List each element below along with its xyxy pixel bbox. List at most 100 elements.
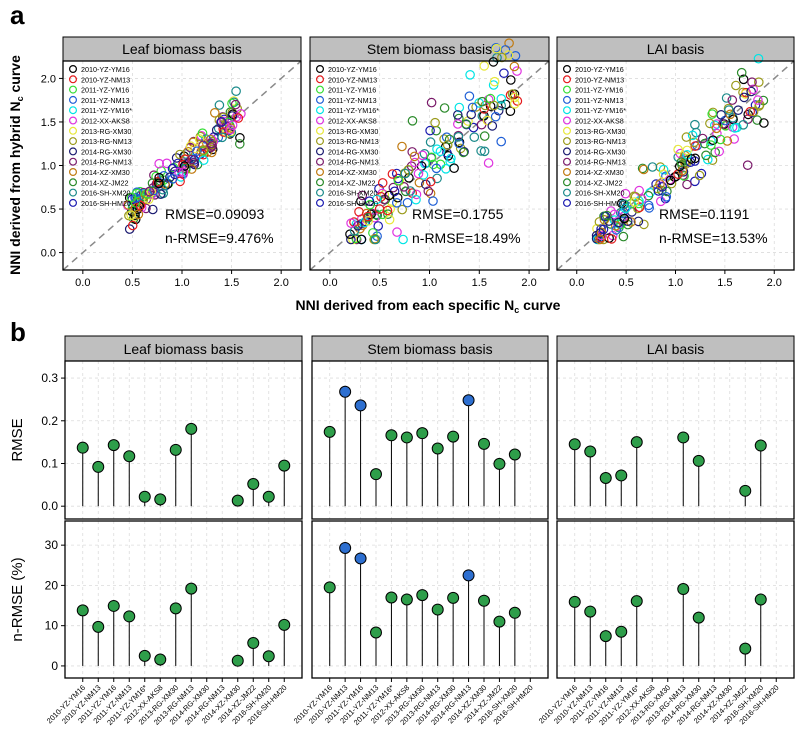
plot-frame	[311, 520, 549, 679]
lollipop-marker	[630, 436, 643, 449]
scatter-point	[483, 158, 494, 168]
scatter-point	[354, 207, 364, 217]
scatter-point	[398, 234, 408, 245]
scatter-point	[461, 119, 471, 129]
scatter-point	[620, 203, 631, 214]
scatter-point	[748, 106, 759, 117]
legend-label: 2011-YZ-NM13	[575, 96, 624, 105]
plot-frame	[64, 520, 303, 679]
lollipop-marker	[339, 541, 352, 554]
lollipop-marker	[615, 469, 628, 482]
scatter-point	[509, 61, 520, 72]
y-tick-label: 1.0	[41, 161, 56, 173]
legend-label: 2014-RG-NM13	[81, 158, 132, 167]
scatter-point	[407, 116, 418, 126]
legend-marker	[562, 188, 571, 197]
x-tick-label: 1.5	[224, 277, 239, 289]
scatter-point	[629, 197, 640, 207]
legend-label: 2013-RG-XM30	[81, 127, 131, 136]
strip-header	[62, 36, 302, 62]
scatter-point	[490, 111, 501, 122]
legend-label: 2012-XX-AKS8	[81, 117, 130, 126]
legend-label: 2011-YZ-YM16*	[328, 106, 379, 115]
scatter-point	[697, 133, 708, 144]
scatter-point	[710, 147, 720, 158]
y-tick-label: 0.1	[41, 456, 58, 470]
legend-marker	[562, 147, 571, 156]
nrmse-stat: n-RMSE=18.49%	[412, 230, 521, 246]
x-axis-label-subscript: c	[514, 305, 519, 315]
legend-marker	[562, 137, 571, 146]
scatter-point	[371, 194, 382, 205]
scatter-point	[487, 121, 498, 131]
scatter-point	[595, 234, 605, 245]
scatter-point	[738, 120, 749, 130]
scatter-point	[126, 192, 137, 203]
legend-label: 2011-YZ-YM16*	[575, 106, 626, 115]
scatter-point	[619, 199, 629, 209]
x-tick-label: 1.5	[472, 277, 487, 289]
scatter-point	[186, 154, 197, 165]
lollipop-marker	[431, 603, 444, 616]
scatter-point	[639, 219, 649, 230]
y-tick-label: 0.2	[41, 414, 58, 428]
lollipop-marker	[138, 490, 151, 503]
scatter-point	[476, 119, 487, 130]
legend-marker	[562, 116, 571, 125]
scatter-point	[618, 231, 629, 242]
scatter-point	[676, 157, 687, 167]
legend-marker	[562, 64, 571, 73]
scatter-panel-2: Stem biomass basis 2010-YZ-YM162010-YZ-NM…	[309, 36, 550, 289]
scatter-point	[417, 150, 428, 161]
scatter-point	[126, 210, 136, 220]
lollipop-strip-1: Leaf biomass basis	[64, 335, 303, 362]
y-axis-label: RMSE	[9, 418, 26, 461]
scatter-point	[655, 179, 665, 189]
lollipop-marker	[400, 593, 413, 606]
legend-marker	[316, 75, 325, 84]
lollipop-marker	[739, 484, 752, 497]
scatter-point	[426, 97, 437, 108]
lollipop-marker	[754, 593, 767, 606]
legend-marker	[562, 168, 571, 177]
lollipop-marker	[599, 472, 612, 485]
scatter-point	[453, 132, 464, 142]
scatter-point	[696, 168, 707, 179]
scatter-point	[130, 203, 141, 213]
scatter-point	[181, 149, 191, 159]
scatter-point	[637, 163, 648, 174]
scatter-point	[402, 197, 413, 208]
scatter-point	[658, 164, 669, 175]
scatter-point	[227, 120, 238, 130]
legend-label: 2013-RG-NM13	[328, 137, 379, 146]
legend-marker	[316, 106, 325, 115]
legend-label: 2011-YZ-YM16	[575, 86, 623, 95]
y-tick-label: 30	[45, 538, 59, 552]
scatter-point	[392, 227, 402, 237]
legend-label: 2010-YZ-NM13	[575, 75, 624, 84]
x-tick-label: 1.0	[422, 277, 437, 289]
y-tick-label: 0	[51, 659, 58, 673]
scatter-point	[731, 80, 741, 91]
lollipop-marker	[677, 431, 690, 444]
lollipop-marker	[76, 441, 89, 454]
scatter-point	[229, 97, 239, 108]
scatter-point	[479, 61, 489, 71]
scatter-point	[363, 216, 374, 226]
legend-label: 2012-XX-AKS8	[575, 117, 624, 126]
scatter-point	[673, 144, 683, 155]
scatter-point	[707, 109, 717, 119]
scatter-point	[192, 146, 202, 156]
x-tick-label: 2.0	[767, 277, 782, 289]
scatter-point	[661, 192, 672, 202]
scatter-point	[634, 185, 644, 196]
scatter-point	[682, 145, 692, 156]
scatter-point	[476, 146, 486, 156]
scatter-point	[759, 118, 769, 128]
legend-marker	[68, 137, 77, 146]
legend-marker	[68, 116, 77, 125]
scatter-point	[413, 168, 424, 179]
lollipop-marker	[584, 605, 597, 618]
scatter-point	[598, 224, 609, 235]
lollipop-strip-2: Stem biomass basis	[311, 335, 549, 362]
